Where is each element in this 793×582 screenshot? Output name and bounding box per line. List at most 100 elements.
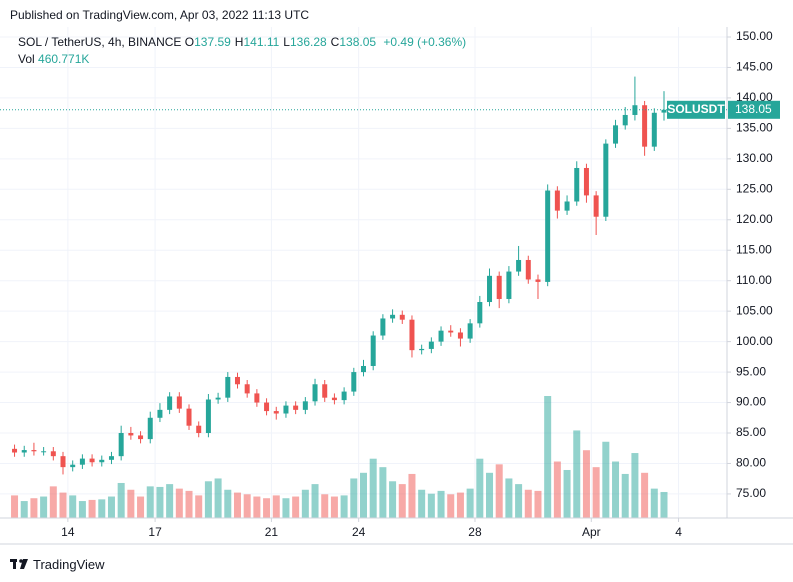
candle-body: [21, 450, 27, 453]
volume-bar: [137, 496, 145, 518]
candle-body: [487, 275, 493, 303]
y-tick-label: 110.00: [736, 273, 772, 287]
volume-bar: [544, 396, 552, 518]
volume-bar: [447, 494, 455, 518]
candle-body: [564, 201, 570, 211]
candle-body: [128, 433, 134, 436]
ohlc-value: 138.05: [339, 35, 377, 49]
candle-body: [70, 464, 76, 468]
volume-bar: [389, 481, 397, 518]
candle-body: [477, 302, 483, 324]
candle-body: [215, 397, 221, 400]
y-tick-label: 130.00: [736, 151, 773, 165]
candle-body: [196, 425, 202, 434]
x-tick-label: 14: [61, 525, 75, 539]
volume-bar: [98, 499, 106, 518]
volume-bar: [263, 498, 271, 518]
candle-body: [409, 319, 415, 351]
candle-body: [157, 409, 163, 418]
y-tick-label: 80.00: [736, 456, 766, 470]
x-tick-label: 21: [265, 525, 279, 539]
y-tick-label: 120.00: [736, 212, 773, 226]
candle-body: [399, 314, 405, 320]
volume-bar: [398, 484, 406, 518]
logo-slash: [20, 559, 28, 569]
candle-body: [12, 448, 18, 453]
candle-body: [176, 396, 182, 409]
volume-bar: [592, 467, 600, 518]
volume-bar: [495, 464, 503, 518]
candle-body: [293, 405, 299, 410]
y-tick-label: 140.00: [736, 90, 773, 104]
volume-bar: [466, 488, 474, 518]
candle-body: [205, 399, 211, 434]
volume-bar: [476, 458, 484, 518]
ohlc-key: H: [234, 35, 244, 49]
volume-bar: [573, 430, 581, 518]
candle-body: [535, 279, 541, 282]
volume-bar: [166, 484, 174, 518]
volume-bar: [408, 473, 416, 518]
volume-bar: [107, 496, 115, 518]
y-tick-label: 125.00: [736, 181, 773, 195]
logo-dot: [19, 559, 23, 563]
volume-bar: [49, 486, 57, 518]
grid: [0, 27, 727, 518]
y-tick-label: 115.00: [736, 242, 772, 256]
volume-bar: [292, 496, 300, 518]
volume-bar: [311, 484, 319, 518]
published: Published on TradingView.com, Apr 03, 20…: [10, 8, 310, 22]
candle-body: [622, 114, 628, 126]
candle-body: [264, 402, 270, 412]
volume-bar: [418, 489, 426, 518]
volume-bar: [185, 490, 193, 518]
ohlc-value: 136.28: [289, 35, 327, 49]
x-tick-label: 17: [148, 525, 162, 539]
volume-bar: [582, 450, 590, 518]
volume-bar: [534, 490, 542, 518]
volume-bar: [321, 494, 329, 518]
volume-bar: [350, 478, 358, 518]
x-tick-label: 4: [675, 525, 682, 539]
candle-body: [351, 372, 357, 392]
y-tick-label: 85.00: [736, 425, 766, 439]
volume-bar: [602, 441, 610, 518]
candle-body: [167, 396, 173, 410]
volume-bar: [515, 484, 523, 518]
volume-value: 460.771K: [38, 52, 90, 66]
legend: SOL / TetherUS, 4h, BINANCE O137.59 H141.…: [18, 35, 466, 49]
symbol: SOL / TetherUS, 4h, BINANCE: [18, 35, 182, 49]
candle-body: [138, 435, 144, 440]
y-tick-label: 95.00: [736, 364, 766, 378]
candle-body: [448, 330, 454, 333]
candle-body: [554, 190, 560, 211]
candle-body: [457, 332, 463, 339]
symbol-label: SOLUSDT: [667, 102, 725, 116]
candle-body: [651, 112, 657, 147]
volume-bar: [650, 488, 658, 518]
y-tick-label: 105.00: [736, 303, 773, 317]
ohlc-key: C: [330, 35, 340, 49]
volume-bar: [641, 472, 649, 518]
ohlc-key: L: [283, 35, 290, 49]
candle-body: [60, 456, 66, 468]
logo-stem: [13, 559, 16, 569]
volume-bar: [175, 488, 183, 518]
candle-body: [506, 271, 512, 299]
ohlc: O137.59 H141.11 L136.28 C138.05: [185, 35, 380, 49]
volume-bar: [486, 472, 494, 518]
volume-bar: [88, 499, 96, 518]
candle-body: [380, 318, 386, 336]
candle-body: [341, 391, 347, 401]
volume-bar: [631, 453, 639, 518]
x-tick-label: Apr: [582, 525, 601, 539]
volume-bar: [40, 496, 48, 518]
candle-body: [108, 456, 114, 460]
volume-bar: [69, 495, 77, 518]
candle-body: [244, 384, 250, 394]
candle-body: [322, 384, 328, 398]
candle-body: [516, 259, 522, 272]
volume-bar: [621, 473, 629, 518]
